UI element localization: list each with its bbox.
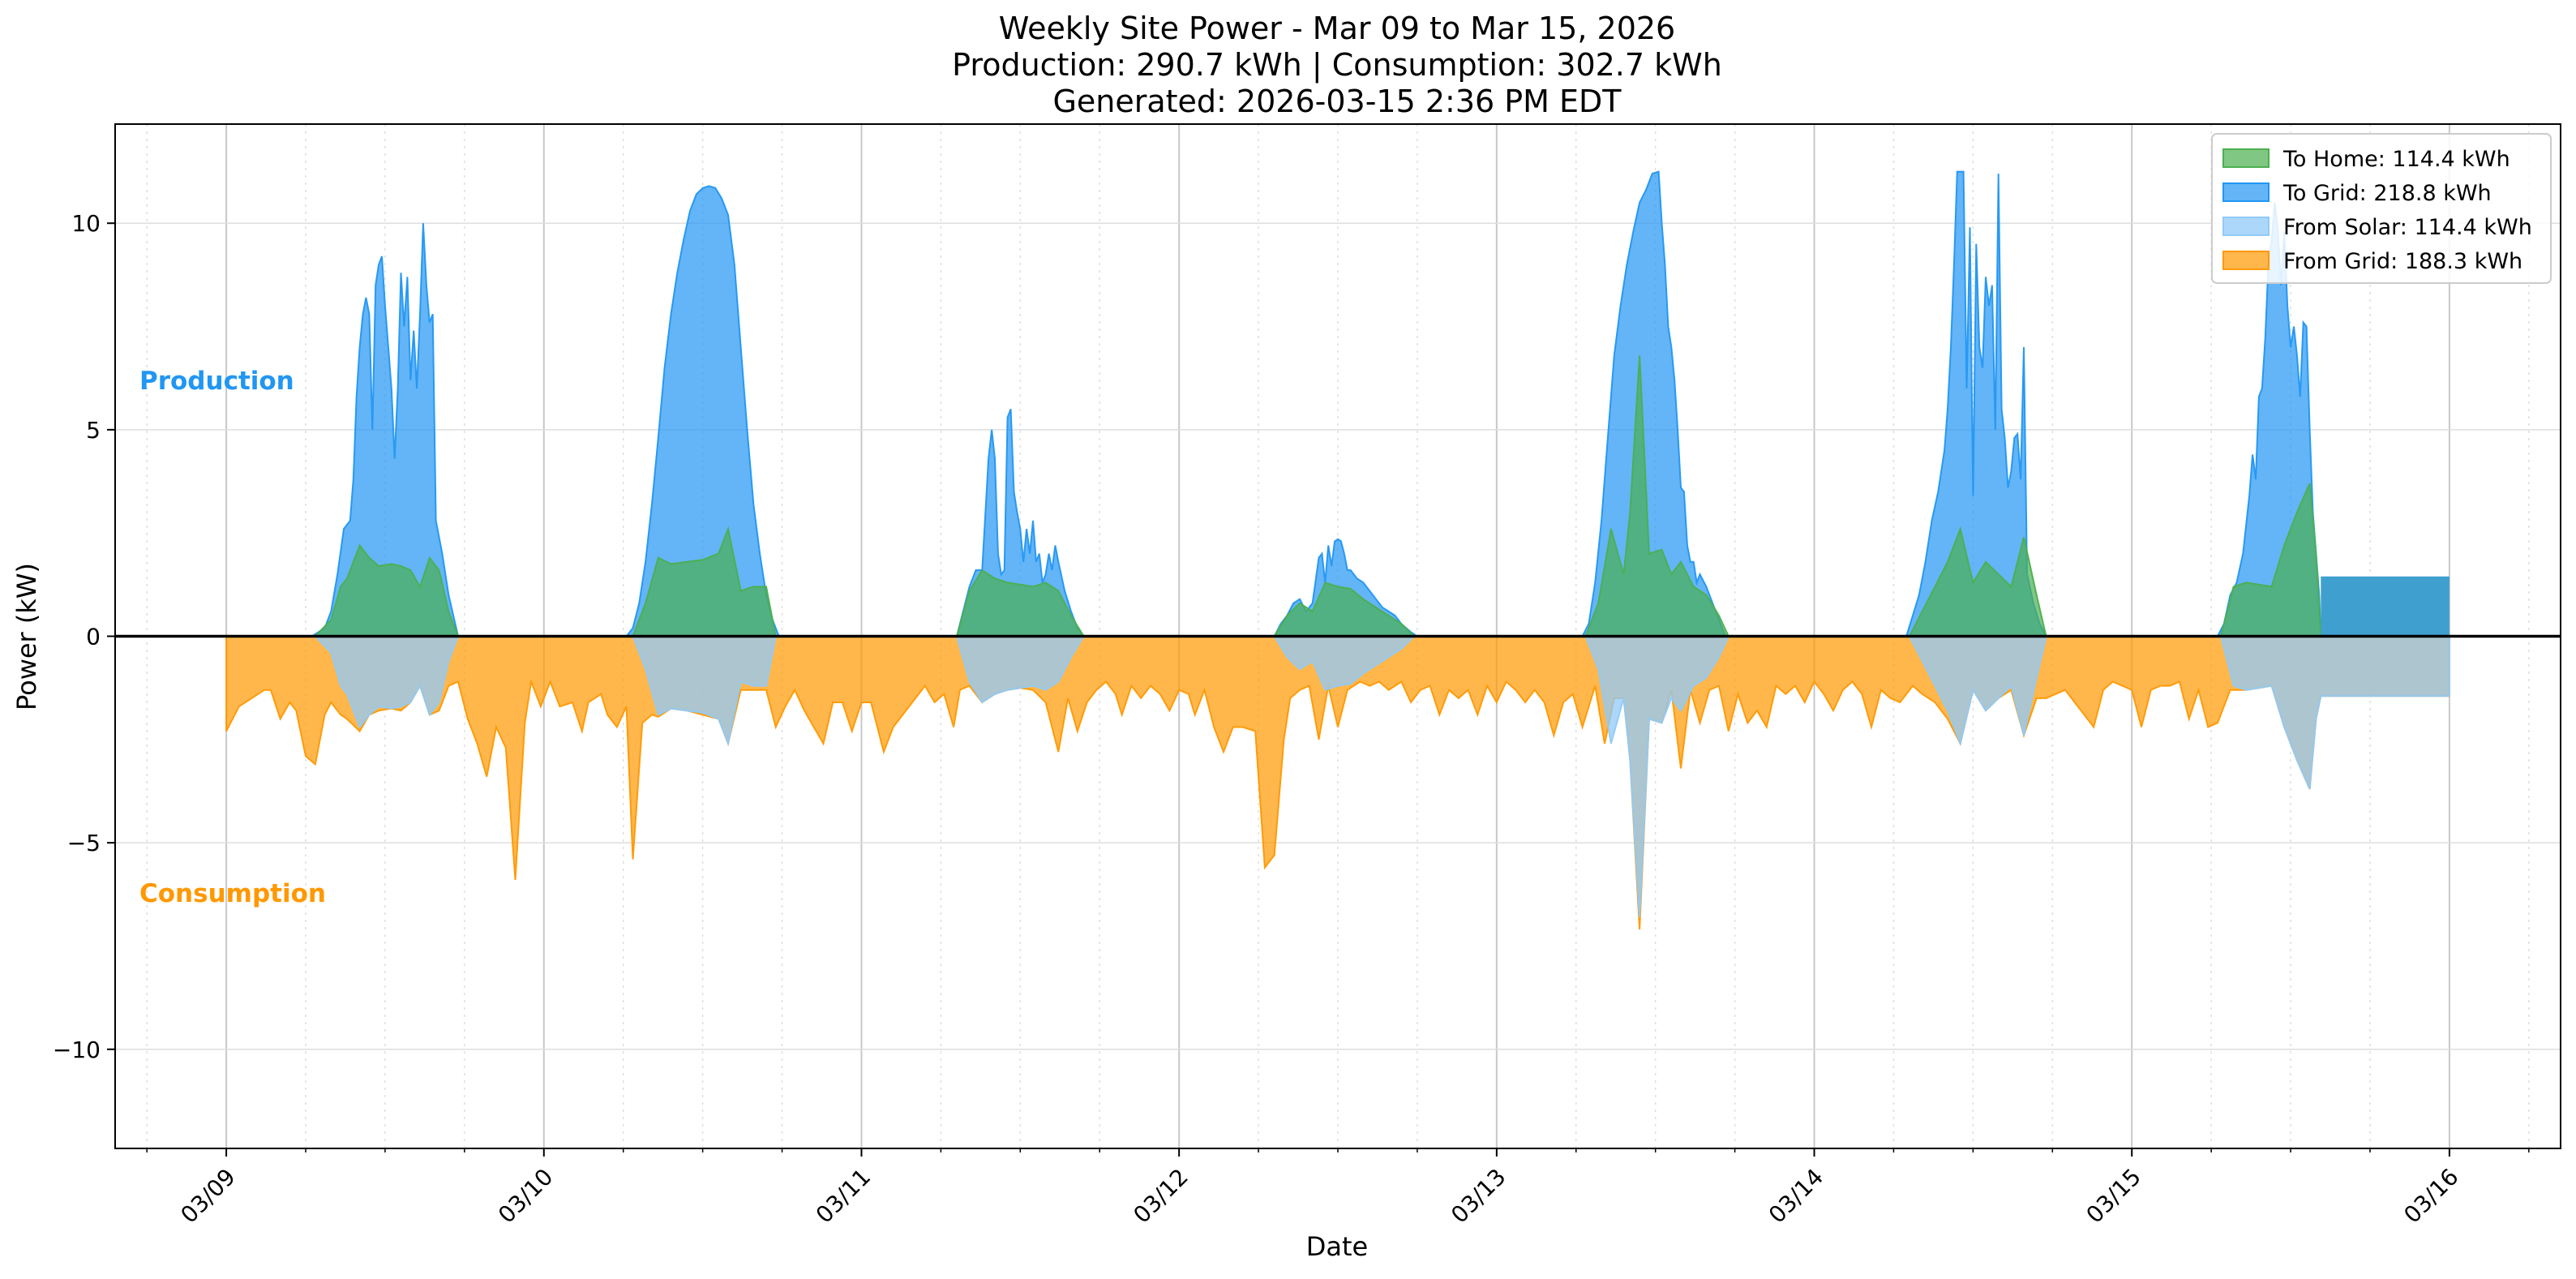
legend-swatch (2222, 182, 2270, 202)
chart-subtitle: Production: 290.7 kWh | Consumption: 302… (952, 47, 1722, 84)
area-from-solar (313, 635, 2450, 917)
area-extension (2321, 576, 2450, 637)
production-annotation: Production (139, 367, 294, 396)
legend-entry: To Home: 114.4 kWh (2282, 147, 2510, 172)
y-axis-label: Power (kW) (11, 563, 42, 710)
legend-swatch (2222, 148, 2270, 168)
y-tick-label: 5 (86, 417, 101, 444)
legend-entry: To Grid: 218.8 kWh (2282, 181, 2492, 206)
legend-entry: From Grid: 188.3 kWh (2283, 249, 2522, 274)
plot-areas (225, 170, 2450, 930)
legend-swatch (2222, 251, 2270, 270)
chart-generated: Generated: 2026-03-15 2:36 PM EDT (1052, 84, 1622, 119)
legend-swatch (2222, 217, 2270, 236)
y-tick-label: −10 (53, 1037, 101, 1063)
legend: To Home: 114.4 kWh To Grid: 218.8 kWh From… (2211, 133, 2552, 284)
y-tick-label: 10 (71, 210, 101, 237)
consumption-annotation: Consumption (139, 879, 326, 908)
x-axis-label: Date (1306, 1231, 1368, 1262)
y-tick-label: 0 (86, 624, 101, 650)
area-to-home (313, 355, 2322, 637)
y-tick-label: −5 (67, 830, 101, 856)
legend-entry: From Solar: 114.4 kWh (2283, 215, 2532, 240)
chart-title: Weekly Site Power - Mar 09 to Mar 15, 20… (999, 11, 1675, 46)
legend-box (2211, 133, 2552, 284)
